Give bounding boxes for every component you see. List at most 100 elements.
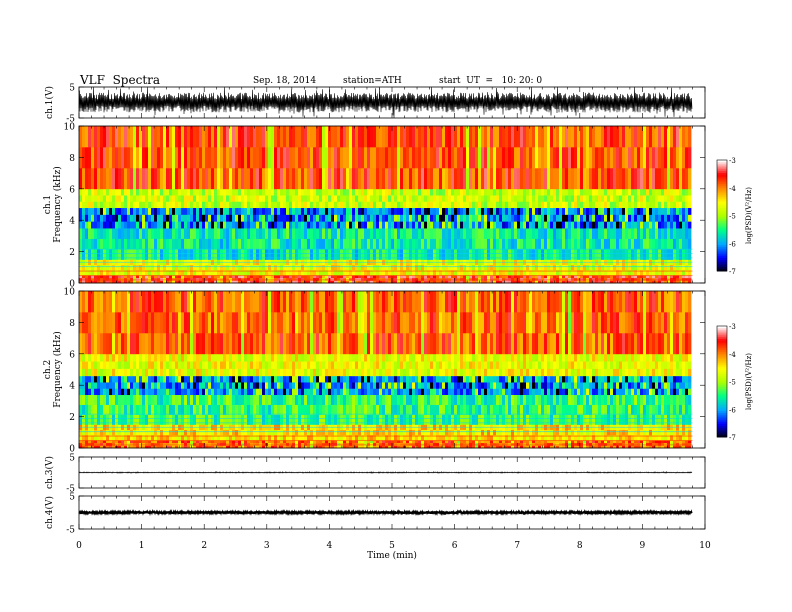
spectrogram-cell [112,201,116,209]
spectrogram-cell [100,188,104,196]
spectrogram-cell [82,445,86,449]
spectrogram-cell [448,269,452,276]
spectrogram-cell [673,228,677,239]
spectrogram-cell [391,214,395,222]
spectrogram-cell [91,375,95,383]
spectrogram-cell [169,332,173,355]
spectrogram-cell [496,275,500,279]
spectrogram-cell [508,248,512,260]
spectrogram-cell [322,264,326,271]
spectrogram-cell [580,221,584,229]
spectrogram-cell [130,394,134,405]
spectrogram-cell [409,167,413,190]
spectrogram-cell [433,280,437,284]
spectrogram-cell [400,214,404,222]
spectrogram-cell [145,275,149,279]
spectrogram-cell [256,361,260,369]
spectrogram-cell [577,201,581,209]
spectrogram-cell [547,275,551,279]
spectrogram-cell [103,440,107,444]
spectrogram-cell [220,353,224,362]
spectrogram-cell [229,429,233,436]
spectrogram-cell [526,214,530,222]
spectrogram-cell [280,434,284,441]
spectrogram-cell [169,311,173,334]
spectrogram-cell [145,361,149,369]
spectrogram-cell [496,248,500,260]
spectrogram-cell [592,238,596,250]
spectrogram-cell [163,445,167,449]
spectrogram-cell [406,214,410,222]
spectrogram-cell [463,275,467,279]
spectrogram-cell [322,248,326,260]
spectrogram-cell [559,195,563,202]
spectrogram-cell [124,264,128,271]
spectrogram-cell [340,195,344,202]
spectrogram-cell [532,275,536,279]
spectrogram-cell [235,238,239,250]
spectrogram-cell [661,201,665,209]
spectrogram-cell [226,375,230,383]
spectrogram-cell [478,201,482,209]
spectrogram-cell [88,311,92,334]
spectrogram-cell [658,126,662,148]
spectrogram-cell [406,277,410,281]
spectrogram-cell [103,445,107,449]
spectrogram-cell [355,167,359,190]
spectrogram-cell [685,195,689,202]
spectrogram-cell [481,275,485,279]
spectrogram-cell [118,394,122,405]
spectrogram-cell [370,228,374,239]
spectrogram-cell [136,445,140,449]
spectrogram-cell [175,269,179,276]
spectrogram-cell [559,221,563,229]
spectrogram-cell [544,228,548,239]
spectrogram-cell [247,394,251,405]
spectrogram-cell [178,445,182,449]
spectrogram-cell [652,277,656,281]
spectrogram-cell [406,248,410,260]
spectrogram-cell [412,207,416,215]
spectrogram-cell [265,248,269,260]
spectrogram-cell [526,248,530,260]
spectrogram-cell [349,248,353,260]
spectrogram-cell [91,291,95,313]
spectrogram-cell [628,214,632,222]
spectrogram-cell [538,228,542,239]
spectrogram-cell [637,207,641,215]
spectrogram-cell [262,280,266,284]
spectrogram-cell [271,269,275,276]
spectrogram-cell [586,280,590,284]
spectrogram-cell [586,188,590,196]
spectrogram-cell [82,332,86,355]
spectrogram-cell [307,195,311,202]
spectrogram-cell [166,167,170,190]
spectrogram-cell [439,201,443,209]
spectrogram-cell [133,228,137,239]
spectrogram-cell [355,146,359,169]
spectrogram-cell [631,238,635,250]
spectrogram-cell [676,167,680,190]
spectrogram-cell [214,201,218,209]
spectrogram-cell [343,228,347,239]
spectrogram-cell [136,388,140,396]
spectrogram-cell [538,146,542,169]
spectrogram-cell [661,207,665,215]
spectrogram-cell [652,264,656,271]
spectrogram-cell [544,280,548,284]
spectrogram-cell [295,388,299,396]
spectrogram-cell [409,275,413,279]
spectrogram-cell [400,280,404,284]
spectrogram-cell [628,195,632,202]
spectrogram-cell [118,368,122,377]
spectrogram-cell [148,238,152,250]
spectrogram-cell [328,214,332,222]
spectrogram-cell [379,146,383,169]
spectrogram-cell [124,291,128,313]
spectrogram-cell [226,264,230,271]
spectrogram-cell [214,375,218,383]
spectrogram-cell [424,188,428,196]
spectrogram-cell [253,248,257,260]
spectrogram-cell [106,375,110,383]
spectrogram-cell [448,126,452,148]
